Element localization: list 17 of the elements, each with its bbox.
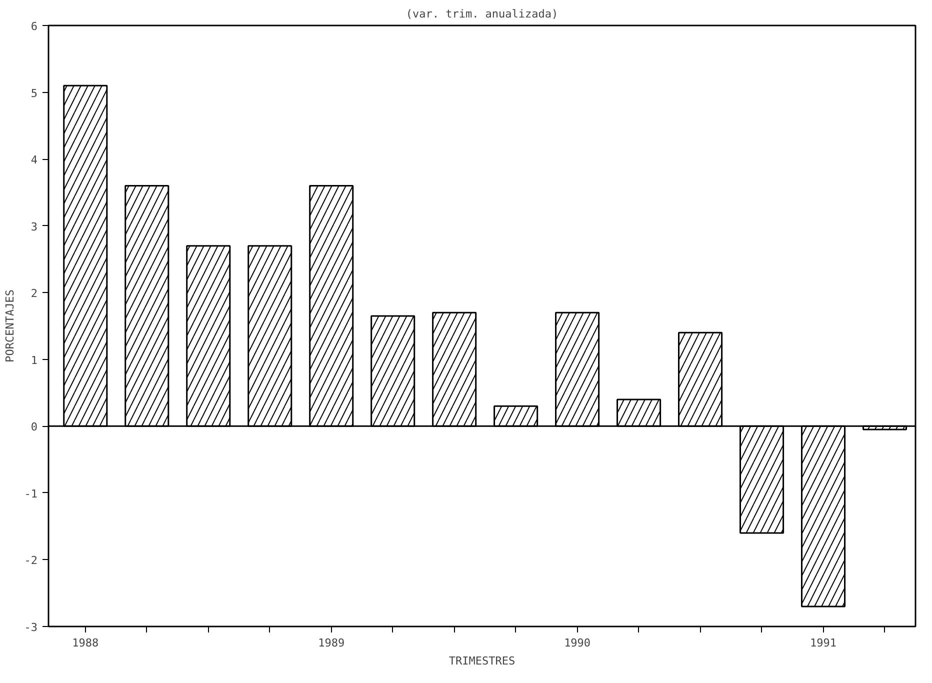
x-tick-label: 1989: [318, 636, 345, 650]
y-tick-label: 0: [30, 420, 38, 434]
y-tick-label: -3: [24, 621, 38, 634]
y-tick-label: 4: [30, 154, 38, 167]
x-tick-label: 1988: [72, 636, 99, 650]
x-tick-label: 1991: [810, 636, 837, 650]
y-tick-label: 1: [30, 354, 38, 367]
y-tick-label: 2: [30, 287, 38, 300]
x-tick-label: 1990: [564, 636, 591, 650]
y-tick-label: 3: [30, 220, 38, 234]
y-tick-label: 5: [30, 86, 38, 100]
y-tick-label: -2: [24, 554, 38, 568]
chart-title: (var. trim. anualizada): [406, 8, 558, 20]
y-tick-label: 6: [30, 20, 38, 33]
y-axis-title: PORCENTAJES: [3, 290, 16, 362]
x-axis-title: TRIMESTRES: [448, 654, 516, 668]
y-tick-label: -1: [24, 487, 38, 500]
